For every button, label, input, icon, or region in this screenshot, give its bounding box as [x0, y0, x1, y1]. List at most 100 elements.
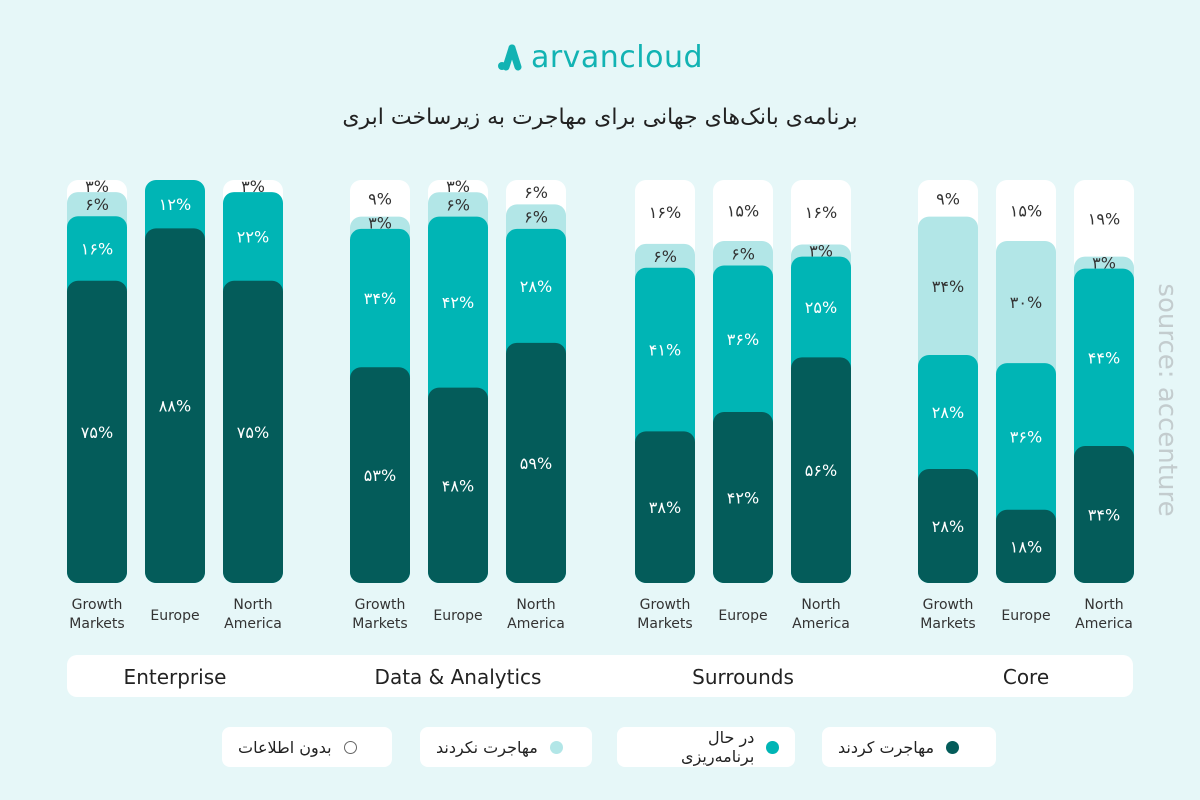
bar-segment [713, 412, 773, 583]
x-tick-label: Growth [923, 597, 974, 613]
x-tick-label: Europe [433, 608, 482, 624]
data-label: ۶% [524, 208, 548, 227]
bar-segment [428, 387, 488, 583]
x-tick-label: Growth [355, 597, 406, 613]
x-tick-label: Markets [352, 616, 407, 632]
data-label: ۷۵% [237, 423, 269, 442]
data-label: ۶% [446, 195, 470, 214]
data-label: ۵۶% [805, 461, 837, 480]
x-tick-label: Europe [718, 608, 767, 624]
x-tick-label: Europe [1001, 608, 1050, 624]
data-label: ۳۶% [727, 330, 759, 349]
legend-label: بدون اطلاعات [238, 737, 332, 757]
data-label: ۸۸% [159, 397, 191, 416]
bar-segment [1074, 445, 1134, 583]
data-label: ۳۸% [649, 498, 681, 517]
bar-segment [350, 367, 410, 583]
arvancloud-logo-icon [497, 44, 522, 71]
data-label: ۶% [731, 244, 755, 263]
data-label: ۴۱% [649, 341, 681, 360]
data-label: ۳۰% [1010, 293, 1042, 312]
data-label: ۳% [368, 214, 392, 233]
legend-swatch-icon [946, 740, 960, 754]
group-label: Enterprise [123, 665, 227, 689]
data-label: ۱۶% [81, 240, 113, 259]
logo: arvancloud [0, 40, 1200, 75]
bar-segment [145, 228, 205, 584]
legend-item: در حال برنامه‌ریزی [617, 727, 795, 767]
x-tick-label: Europe [150, 608, 199, 624]
legend-swatch-icon [343, 740, 357, 754]
data-label: ۲۸% [520, 277, 552, 296]
x-tick-label: Growth [72, 597, 123, 613]
data-label: ۱۹% [1088, 209, 1120, 228]
data-label: ۶% [653, 247, 677, 266]
data-label: ۳۴% [364, 289, 396, 308]
chart-title: برنامه‌ی بانک‌های جهانی برای مهاجرت به ز… [342, 105, 858, 130]
data-label: ۳% [809, 242, 833, 261]
bar-segment [67, 280, 127, 583]
data-label: ۱۶% [649, 203, 681, 222]
legend-label: مهاجرت نکردند [436, 737, 538, 757]
logo-text: arvancloud [530, 40, 704, 75]
data-label: ۶% [524, 183, 548, 202]
data-label: ۳۴% [1088, 505, 1120, 524]
data-label: ۱۵% [1010, 202, 1042, 221]
data-label: ۱۵% [727, 202, 759, 221]
data-label: ۹% [936, 189, 960, 208]
bar-segment [918, 469, 978, 583]
x-tick-label: Markets [69, 616, 124, 632]
legend-item: بدون اطلاعات [222, 727, 392, 767]
x-tick-label: Growth [640, 597, 691, 613]
legend-swatch-icon [549, 740, 563, 754]
x-tick-label: Markets [637, 616, 692, 632]
group-label: Core [1002, 665, 1050, 689]
x-tick-label: North [1084, 597, 1123, 613]
data-label: ۳% [85, 177, 109, 196]
x-tick-label: America [792, 616, 850, 632]
data-label: ۴۸% [442, 476, 474, 495]
data-label: ۲۲% [237, 227, 269, 246]
legend-label: در حال برنامه‌ریزی [681, 728, 755, 766]
x-tick-label: America [507, 616, 565, 632]
x-tick-label: America [224, 616, 282, 632]
data-label: ۴۲% [442, 293, 474, 312]
data-label: ۳% [1092, 254, 1116, 273]
data-label: ۳% [241, 177, 265, 196]
bar-segment [635, 431, 695, 583]
data-label: ۶% [85, 195, 109, 214]
group-label: Surrounds [692, 665, 794, 689]
data-label: ۳۶% [1010, 427, 1042, 446]
legend-swatch-icon [766, 740, 779, 754]
data-label: ۵۳% [364, 466, 396, 485]
x-tick-label: America [1075, 616, 1133, 632]
x-tick-label: North [233, 597, 272, 613]
data-label: ۴۴% [1088, 348, 1120, 367]
data-label: ۲۸% [932, 403, 964, 422]
x-tick-label: North [801, 597, 840, 613]
data-label: ۷۵% [81, 423, 113, 442]
data-label: ۵۹% [520, 454, 552, 473]
data-label: ۹% [368, 189, 392, 208]
bar-segment [506, 342, 566, 583]
group-label-bar: Enterprise Data & Analytics Surrounds Core [67, 655, 1133, 697]
data-label: ۳% [446, 177, 470, 196]
legend-label: مهاجرت کردند [838, 737, 935, 757]
x-tick-label: Markets [920, 616, 975, 632]
bar-segment [791, 357, 851, 583]
source-label: source: accenture [1152, 283, 1182, 517]
data-label: ۴۲% [727, 489, 759, 508]
data-label: ۱۸% [1010, 537, 1042, 556]
legend-item: مهاجرت نکردند [420, 727, 592, 767]
x-tick-label: North [516, 597, 555, 613]
data-label: ۳۴% [932, 277, 964, 296]
bar-segment [996, 509, 1056, 583]
data-label: ۲۵% [805, 298, 837, 317]
legend-item: مهاجرت کردند [822, 727, 996, 767]
bar-segment [223, 280, 283, 583]
data-label: ۱۶% [805, 203, 837, 222]
group-label: Data & Analytics [374, 665, 542, 689]
data-label: ۱۲% [159, 195, 191, 214]
data-label: ۲۸% [932, 517, 964, 536]
